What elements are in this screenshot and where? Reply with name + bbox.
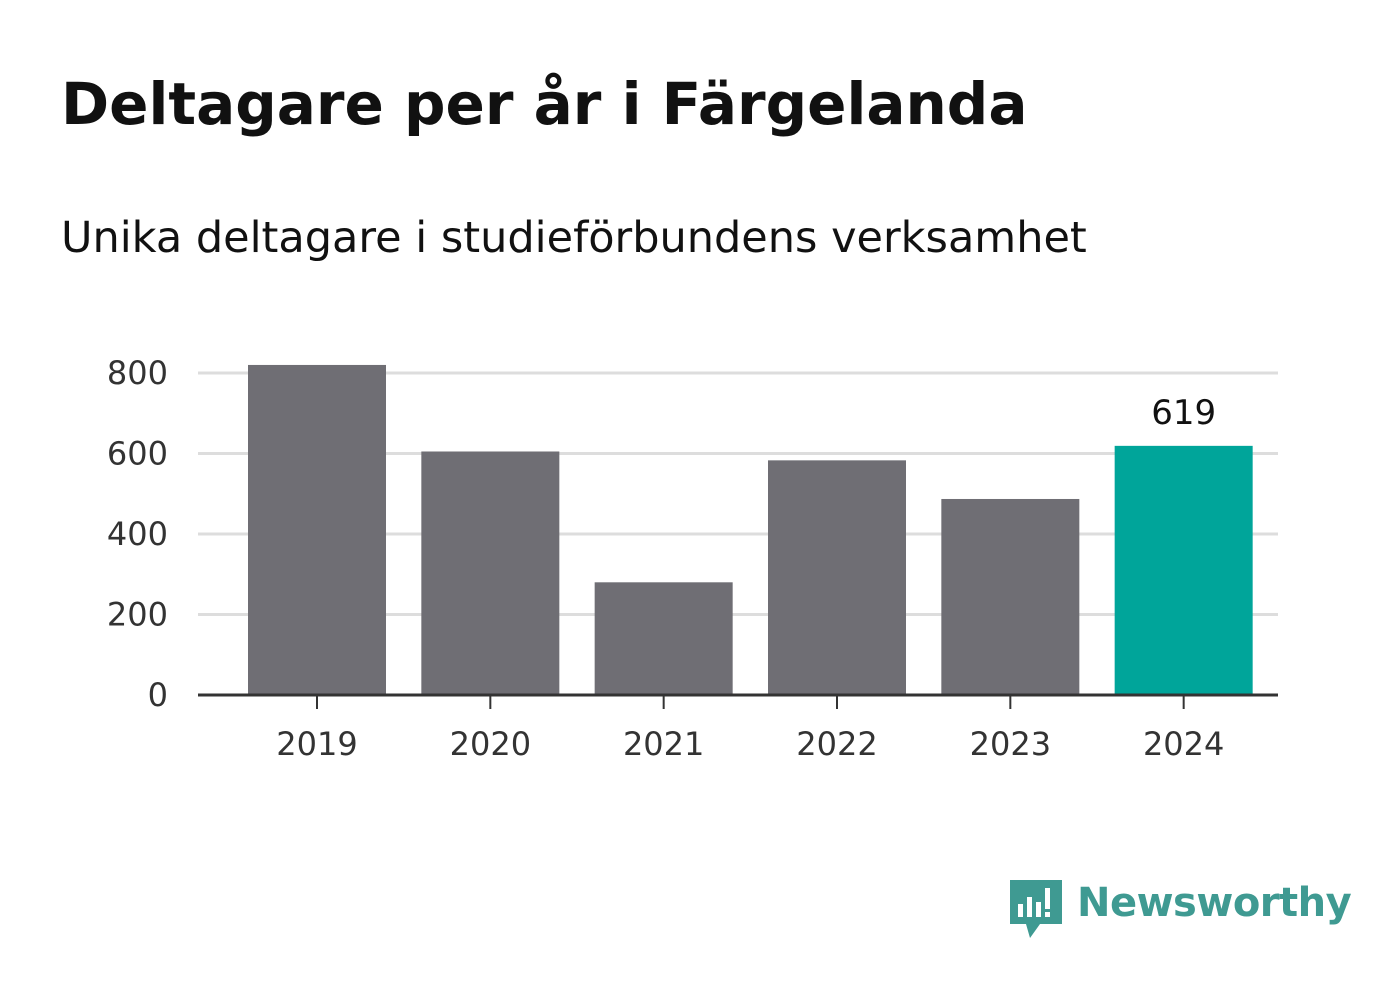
x-tick-label: 2024 bbox=[1143, 725, 1224, 763]
newsworthy-logo-icon bbox=[1010, 880, 1062, 938]
brand-name: Newsworthy bbox=[1077, 880, 1352, 926]
y-tick-label: 600 bbox=[107, 435, 168, 473]
x-tick-label: 2019 bbox=[276, 725, 357, 763]
brand-logo: Newsworthy bbox=[1010, 880, 1352, 940]
x-tick-label: 2022 bbox=[796, 725, 877, 763]
y-tick-label: 0 bbox=[148, 676, 168, 714]
bar-2020 bbox=[421, 451, 560, 695]
x-tick-label: 2020 bbox=[450, 725, 531, 763]
bar-2019 bbox=[248, 364, 386, 695]
labels: 0 200 400 600 800 2019 2020 2021 2022 2023 2024 619 bbox=[107, 354, 1224, 763]
y-tick-label: 400 bbox=[107, 515, 168, 553]
bar-2021 bbox=[594, 582, 733, 695]
axes bbox=[198, 693, 1278, 709]
bars bbox=[248, 364, 1253, 695]
data-label-2024: 619 bbox=[1151, 393, 1216, 433]
bar-2022 bbox=[768, 460, 906, 695]
chart-title: Deltagare per år i Färgelanda bbox=[61, 70, 1028, 138]
x-tick-label: 2023 bbox=[970, 725, 1051, 763]
bar-2023 bbox=[941, 498, 1080, 695]
bar-2024 bbox=[1114, 445, 1253, 695]
chart-subtitle: Unika deltagare i studieförbundens verks… bbox=[61, 213, 1087, 263]
y-tick-label: 800 bbox=[107, 354, 168, 392]
x-tick-label: 2021 bbox=[623, 725, 704, 763]
y-tick-label: 200 bbox=[107, 596, 168, 634]
